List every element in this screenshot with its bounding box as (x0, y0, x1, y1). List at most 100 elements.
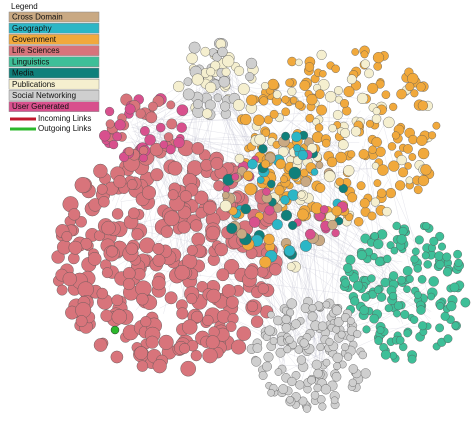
edge (153, 128, 406, 304)
node (269, 109, 279, 119)
node (280, 175, 288, 183)
node (206, 288, 221, 304)
node (152, 253, 166, 267)
node (166, 100, 176, 110)
node (370, 197, 380, 207)
node (163, 210, 180, 227)
nodes (51, 37, 471, 413)
node (218, 76, 231, 88)
node (346, 74, 357, 85)
node (145, 111, 158, 124)
node (145, 335, 159, 349)
node (347, 192, 358, 203)
node (136, 293, 149, 306)
node (449, 282, 460, 293)
node (216, 268, 230, 282)
node (135, 108, 146, 119)
node (220, 101, 231, 112)
legend-label: Geography (12, 24, 52, 33)
node (360, 59, 370, 69)
node (405, 82, 415, 92)
node (221, 67, 231, 77)
edge (149, 81, 212, 127)
node (388, 160, 400, 172)
node (417, 275, 427, 284)
node (68, 208, 81, 221)
node (310, 168, 319, 176)
node (325, 90, 337, 103)
node (323, 170, 336, 183)
node (136, 360, 149, 372)
node (155, 122, 166, 133)
node (352, 280, 364, 291)
node (393, 309, 401, 318)
node (287, 56, 297, 67)
node (319, 205, 329, 214)
node (96, 183, 108, 195)
node (112, 131, 122, 142)
node (240, 113, 252, 126)
node (176, 307, 189, 320)
node (400, 310, 410, 320)
legend-swatch (8, 11, 100, 23)
node (395, 335, 405, 345)
node (191, 73, 204, 86)
node (428, 276, 439, 287)
node (318, 402, 327, 411)
node (410, 315, 419, 324)
node (176, 122, 187, 133)
node (331, 64, 340, 74)
node (114, 119, 126, 131)
legend-link-label: Outgoing Links (38, 124, 91, 133)
node (423, 260, 432, 269)
node (435, 231, 445, 241)
node (351, 48, 360, 56)
node (93, 163, 108, 179)
node (257, 283, 269, 295)
node (286, 262, 296, 271)
node (271, 219, 283, 230)
node (167, 160, 183, 176)
node (190, 219, 203, 232)
node (369, 313, 379, 324)
node (273, 315, 283, 326)
node (316, 49, 327, 60)
node (367, 274, 376, 283)
legend-swatch (8, 34, 100, 45)
node (179, 190, 192, 203)
node (299, 239, 312, 252)
node (374, 336, 383, 346)
node (340, 98, 350, 108)
node (234, 153, 245, 164)
node (370, 232, 379, 241)
node (285, 335, 294, 344)
node (332, 110, 343, 120)
node (416, 82, 426, 92)
node (413, 290, 422, 299)
node (297, 190, 306, 199)
node (335, 177, 344, 187)
node (245, 57, 258, 70)
node (100, 309, 113, 322)
node (316, 104, 327, 116)
node (385, 188, 397, 199)
node (310, 391, 320, 400)
legend-title: Legend (11, 2, 38, 11)
node (56, 284, 68, 296)
node (150, 168, 164, 182)
node (249, 216, 261, 228)
node (317, 321, 328, 331)
node (358, 350, 367, 360)
legend-swatch (8, 22, 100, 34)
legend: Legend Cross Domain Geography Government Li… (8, 2, 100, 133)
node (422, 221, 431, 230)
node (240, 203, 252, 215)
node (380, 277, 390, 288)
node (307, 311, 318, 322)
node (314, 123, 324, 132)
legend-swatch (8, 90, 100, 101)
node (343, 263, 353, 273)
edge (319, 138, 326, 329)
node (319, 70, 327, 78)
legend-swatch (8, 67, 100, 79)
